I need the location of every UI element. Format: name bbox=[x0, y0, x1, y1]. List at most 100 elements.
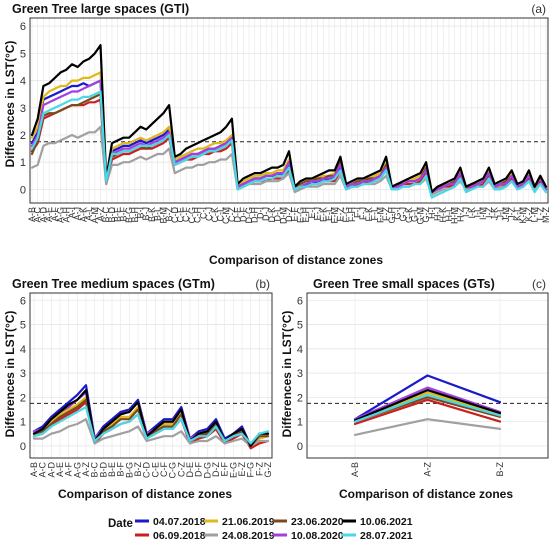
x-tick-label: A-Z bbox=[96, 207, 106, 222]
y-tick-label: 6 bbox=[20, 21, 26, 33]
panel-c-title: Green Tree small spaces (GTs) bbox=[313, 277, 495, 291]
x-tick-label: D-E bbox=[185, 462, 195, 478]
x-tick-label: K-M bbox=[518, 207, 528, 224]
x-tick-label: B-Z bbox=[133, 462, 143, 477]
panel-b-label: (b) bbox=[255, 277, 270, 291]
x-tick-label: F-G bbox=[341, 207, 351, 223]
x-tick-label: E-M bbox=[330, 207, 340, 224]
x-tick-label: A-E bbox=[44, 207, 54, 222]
x-tick-label: D-Z bbox=[284, 207, 294, 222]
x-tick-label: E-Z bbox=[335, 207, 345, 222]
x-tick-label: A-B bbox=[27, 207, 37, 222]
x-tick-label: G-Z bbox=[421, 207, 431, 223]
y-tick-label: 6 bbox=[297, 295, 303, 307]
x-tick-label: A-I bbox=[67, 207, 77, 219]
x-tick-label: G-H bbox=[387, 207, 397, 224]
x-tick-label: C-F bbox=[159, 462, 169, 477]
y-tick-label: 3 bbox=[20, 103, 26, 115]
x-tick-label: E-J bbox=[313, 207, 323, 221]
legend-entry-label: 10.06.2021 bbox=[360, 516, 413, 528]
panel-b-ylabel: Differences in LST(°C) bbox=[3, 311, 17, 438]
x-tick-label: B-I bbox=[136, 207, 146, 219]
plot-frame bbox=[306, 292, 549, 459]
panel-a-title: Green Tree large spaces (GTl) bbox=[12, 2, 189, 16]
x-tick-label: B-C bbox=[90, 462, 100, 478]
legend-entry-label: 10.08.2020 bbox=[291, 530, 344, 542]
x-tick-label: A-D bbox=[46, 462, 56, 478]
x-tick-label: E-G bbox=[295, 207, 305, 223]
panel-b-title: Green Tree medium spaces (GTm) bbox=[12, 277, 215, 291]
x-tick-label: B-H bbox=[130, 207, 140, 223]
x-tick-label: C-D bbox=[170, 207, 180, 223]
x-tick-label: D-I bbox=[255, 207, 265, 219]
y-tick-label: 0 bbox=[20, 441, 26, 453]
x-tick-label: B-M bbox=[158, 207, 168, 224]
x-tick-label: G-I bbox=[393, 207, 403, 220]
panel-c-ylabel: Differences in LST(°C) bbox=[280, 311, 294, 438]
series-line bbox=[353, 389, 502, 422]
x-tick-label: A-G bbox=[56, 207, 66, 223]
x-tick-label: B-F bbox=[118, 207, 128, 222]
panel-c-xlabel: Comparison of distance zones bbox=[339, 487, 513, 501]
y-tick-label: 1 bbox=[20, 417, 26, 429]
panel-b-xlabel: Comparison of distance zones bbox=[58, 487, 232, 501]
x-tick-label: B-E bbox=[107, 462, 117, 477]
x-tick-label: C-L bbox=[215, 207, 225, 222]
x-tick-label: A-G bbox=[72, 462, 82, 478]
legend-entry-label: 04.07.2018 bbox=[153, 516, 206, 528]
x-tick-label: F-K bbox=[364, 207, 374, 222]
y-tick-label: 3 bbox=[20, 368, 26, 380]
series-line bbox=[30, 44, 548, 194]
series-line bbox=[32, 405, 270, 445]
series-line bbox=[30, 90, 548, 199]
x-tick-label: B-Z bbox=[495, 462, 505, 477]
x-tick-label: A-J bbox=[73, 207, 83, 221]
x-tick-label: D-G bbox=[244, 207, 254, 224]
x-tick-label: C-M bbox=[221, 207, 231, 224]
x-tick-label: E-F bbox=[220, 462, 230, 477]
y-tick-label: 2 bbox=[297, 392, 303, 404]
x-tick-label: I-K bbox=[467, 207, 477, 219]
x-tick-label: C-H bbox=[193, 207, 203, 223]
x-tick-label: J-M bbox=[501, 207, 511, 222]
x-tick-label: J-K bbox=[490, 207, 500, 221]
y-tick-label: 0 bbox=[20, 184, 26, 196]
x-tick-label: J-L bbox=[495, 207, 505, 220]
x-tick-label: H-M bbox=[450, 207, 460, 224]
x-tick-label: A-Z bbox=[81, 462, 91, 477]
panel-a-label: (a) bbox=[531, 2, 546, 16]
x-tick-label: H-Z bbox=[455, 207, 465, 222]
x-tick-label: D-G bbox=[202, 462, 212, 479]
x-tick-label: B-F bbox=[116, 462, 126, 477]
x-tick-label: H-L bbox=[444, 207, 454, 222]
x-tick-label: E-G bbox=[228, 462, 238, 478]
x-tick-label: E-Z bbox=[237, 462, 247, 477]
x-tick-label: A-F bbox=[50, 207, 60, 222]
x-tick-label: F-I bbox=[353, 207, 363, 218]
x-tick-label: D-F bbox=[194, 462, 204, 477]
x-tick-label: F-Z bbox=[254, 462, 264, 476]
x-tick-label: E-F bbox=[290, 207, 300, 222]
x-tick-label: C-J bbox=[204, 207, 214, 221]
x-tick-label: C-I bbox=[198, 207, 208, 219]
x-tick-label: F-G bbox=[246, 462, 256, 478]
x-tick-label: C-E bbox=[150, 462, 160, 478]
x-tick-label: G-M bbox=[415, 207, 425, 225]
y-tick-label: 2 bbox=[20, 392, 26, 404]
x-tick-label: A-H bbox=[61, 207, 71, 223]
panel-b-plot: 0 1 2 3 4 5 6 A-BA-CA-DA-EA-FA-GA-ZB-CB-DB-EB-F… bbox=[20, 292, 273, 479]
x-tick-label: G-L bbox=[410, 207, 420, 222]
series-line bbox=[353, 418, 502, 436]
x-tick-label: M-Z bbox=[541, 207, 550, 223]
panel-a-ylabel: Differences in LST(°C) bbox=[3, 41, 17, 168]
legend-title: Date bbox=[108, 518, 133, 530]
x-tick-label: H-J bbox=[432, 207, 442, 221]
y-tick-label: 5 bbox=[20, 48, 26, 60]
x-tick-label: F-Z bbox=[381, 207, 391, 221]
x-tick-label: F-H bbox=[347, 207, 357, 222]
x-tick-label: D-J bbox=[261, 207, 271, 221]
x-tick-label: D-E bbox=[233, 207, 243, 223]
x-tick-label: I-L bbox=[472, 207, 482, 218]
x-tick-label: B-K bbox=[147, 207, 157, 222]
